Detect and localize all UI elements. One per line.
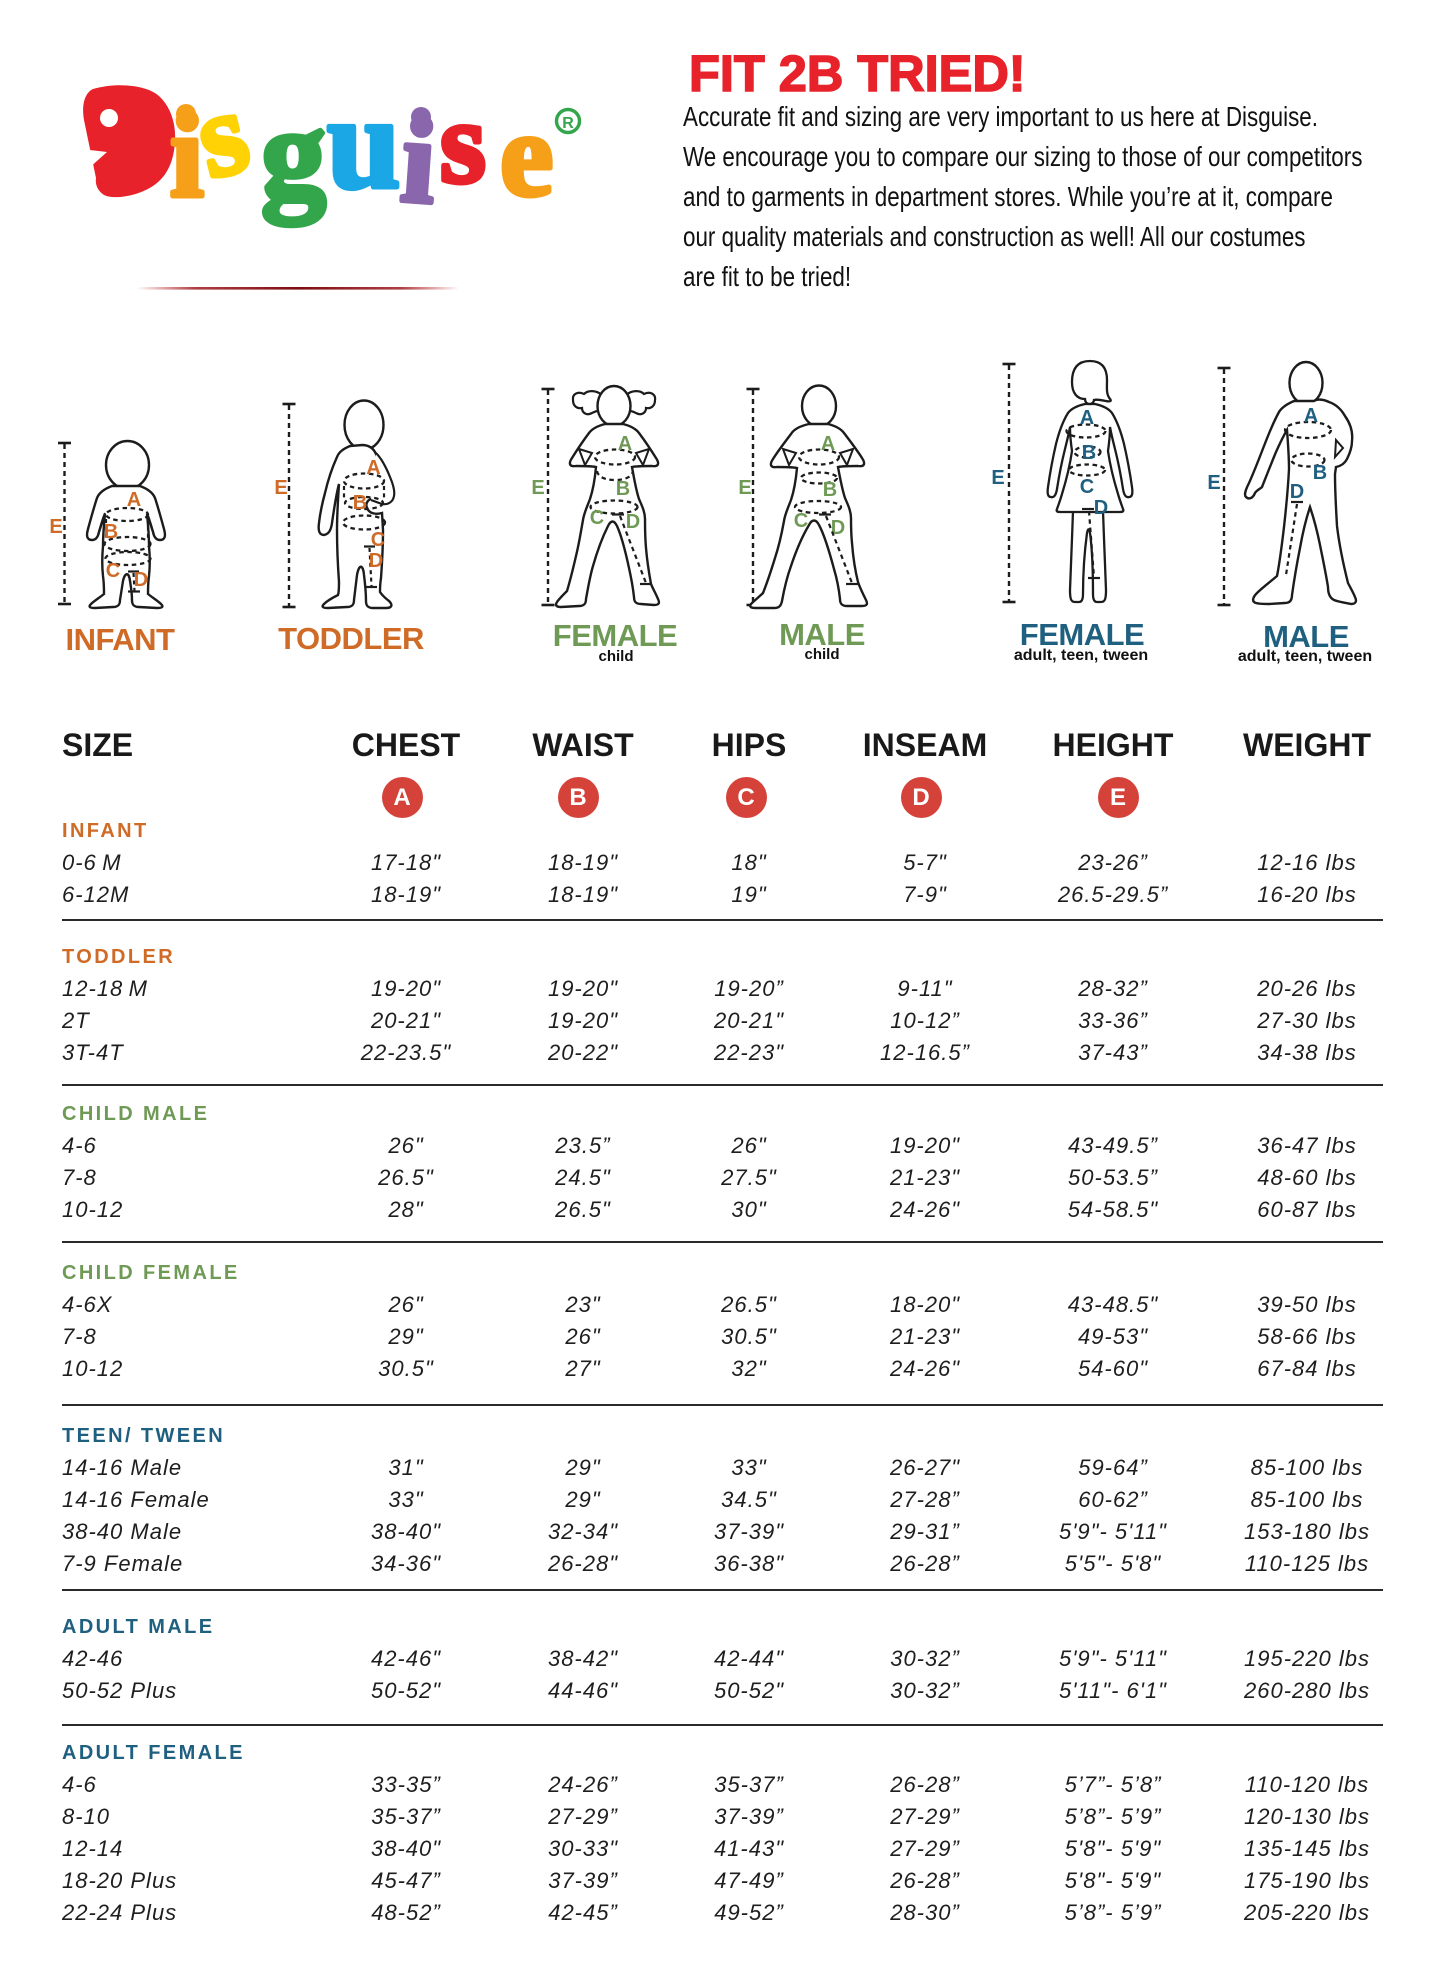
- svg-text:E: E: [738, 477, 751, 499]
- svg-text:C: C: [106, 560, 120, 582]
- svg-text:A: A: [366, 457, 380, 479]
- svg-text:C: C: [1080, 476, 1094, 498]
- svg-text:u: u: [327, 69, 400, 216]
- svg-text:A: A: [127, 489, 141, 511]
- svg-text:B: B: [616, 478, 630, 500]
- svg-text:e: e: [500, 88, 553, 221]
- svg-text:D: D: [1290, 481, 1304, 503]
- svg-text:E: E: [49, 516, 62, 538]
- svg-text:D: D: [134, 569, 148, 591]
- svg-text:A: A: [821, 433, 835, 455]
- svg-text:B: B: [353, 492, 367, 514]
- svg-text:D: D: [369, 550, 383, 572]
- svg-text:g: g: [261, 82, 326, 226]
- svg-text:B: B: [823, 479, 837, 501]
- svg-text:E: E: [274, 477, 287, 499]
- svg-text:D: D: [831, 517, 845, 539]
- svg-text:C: C: [590, 507, 604, 529]
- svg-text:B: B: [1313, 462, 1327, 484]
- svg-text:E: E: [531, 477, 544, 499]
- svg-text:E: E: [1207, 472, 1220, 494]
- svg-text:B: B: [104, 521, 118, 543]
- svg-text:B: B: [1082, 442, 1096, 464]
- svg-text:D: D: [626, 511, 640, 533]
- svg-text:E: E: [991, 467, 1004, 489]
- svg-text:s: s: [440, 77, 486, 208]
- svg-text:C: C: [371, 529, 385, 551]
- svg-text:A: A: [618, 433, 632, 455]
- svg-text:C: C: [794, 510, 808, 532]
- svg-text:A: A: [1304, 405, 1318, 427]
- svg-text:A: A: [1080, 407, 1094, 429]
- svg-text:D: D: [1094, 497, 1108, 519]
- svg-text:R: R: [562, 115, 574, 132]
